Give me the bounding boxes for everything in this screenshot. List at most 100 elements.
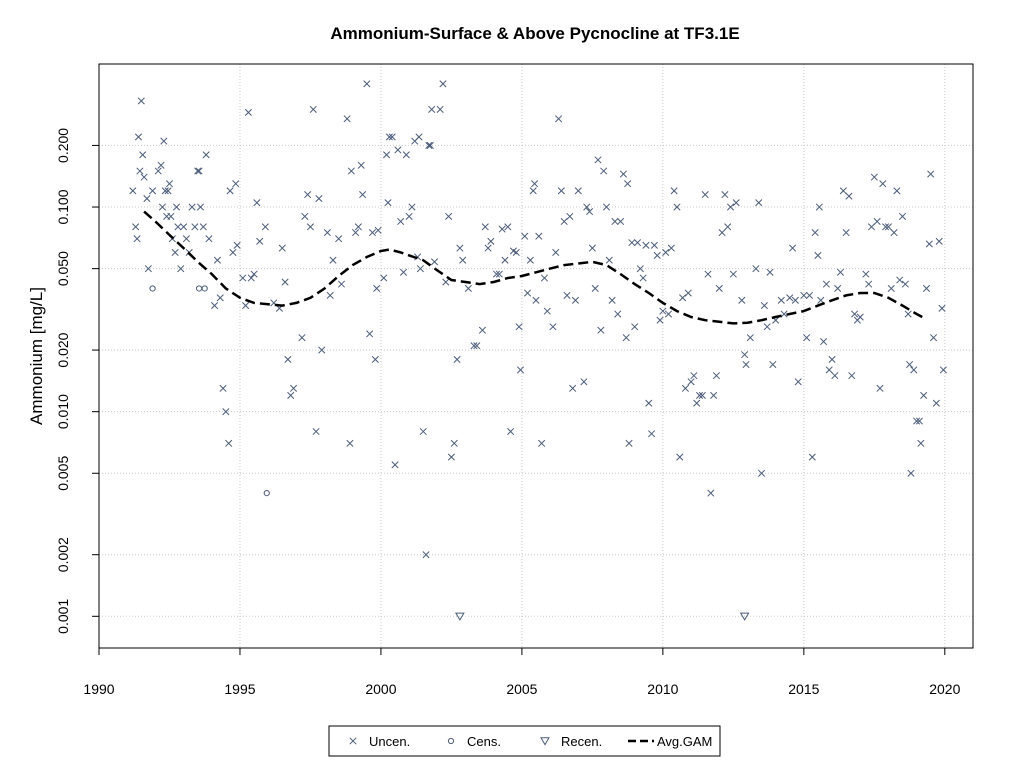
data-point-uncensored [298,334,306,342]
data-point-uncensored [639,274,647,282]
data-point-uncensored [315,195,323,203]
chart-title: Ammonium-Surface & Above Pycnocline at T… [330,24,739,43]
data-point-uncensored [507,427,515,436]
data-point-uncensored [811,229,819,237]
data-point-uncensored [583,203,591,211]
data-point-uncensored [167,212,175,220]
data-point-uncensored [304,191,312,199]
data-point-uncensored [540,274,549,282]
data-point-uncensored [693,399,701,407]
data-point-uncensored [416,265,424,273]
data-point-uncensored [608,296,616,304]
data-point-uncensored [571,296,580,304]
data-point-uncensored [250,270,258,278]
data-point-uncensored [698,391,706,400]
data-point-uncensored [625,439,633,447]
legend-recensored-icon [540,737,550,746]
data-point-uncensored [870,173,878,181]
data-point-uncensored [636,265,644,273]
data-point-uncensored [873,217,881,226]
data-point-uncensored [907,469,915,477]
data-point-uncensored [232,180,240,188]
data-point-uncensored [335,235,343,243]
data-point-uncensored [631,323,639,331]
data-point-uncensored [901,280,909,288]
data-point-uncensored [309,105,317,113]
data-point-uncensored [662,248,670,256]
data-point-uncensored [929,334,938,342]
data-point-uncensored [845,192,853,200]
data-point-uncensored [521,232,529,240]
data-point-uncensored [648,430,656,438]
legend-label: Cens. [467,734,501,749]
data-point-uncensored [196,203,205,211]
data-point-uncensored [673,203,681,211]
data-point-uncensored [535,232,543,240]
data-point-uncensored [549,323,557,331]
data-point-uncensored [205,235,213,243]
data-point-uncensored [820,338,828,346]
data-point-uncensored [164,187,172,195]
data-point-uncensored [856,313,864,321]
data-point-uncensored [707,489,715,497]
data-point-uncensored [216,294,224,302]
data-point-uncensored [836,268,845,276]
data-point-uncensored [752,265,760,273]
data-point-uncensored [498,225,506,233]
data-point-uncensored [839,187,847,195]
gam-trend-line [143,210,923,325]
data-point-uncensored [278,244,286,252]
data-point-uncensored [158,203,166,211]
data-point-uncensored [715,284,723,293]
data-point-uncensored [337,280,346,288]
data-point-uncensored [422,551,430,559]
data-point-uncensored [445,212,453,220]
data-point-uncensored [555,115,563,123]
data-point-uncensored [188,203,196,211]
legend-censored-icon [447,737,455,745]
x-tick-label: 2000 [365,681,396,697]
data-point-uncensored [755,199,763,207]
data-point-uncensored [137,97,145,105]
data-point-uncensored [591,284,599,293]
data-point-uncensored [932,399,940,407]
data-point-uncensored [746,334,754,342]
data-point-uncensored [650,241,658,249]
data-point-uncensored [512,248,520,256]
data-point-uncensored [456,244,464,252]
data-point-uncensored [538,439,546,447]
data-point-uncensored [225,439,233,447]
data-point-uncensored [157,161,165,169]
legend: Uncen. Cens. Recen. Avg.GAM [328,725,721,757]
data-point-uncensored [504,223,512,231]
data-point-uncensored [597,326,605,334]
data-point-uncensored [684,289,692,297]
data-point-uncensored [557,187,565,195]
data-point-uncensored [453,355,461,363]
data-point-censored [201,285,208,292]
data-point-uncensored [144,265,152,273]
legend-label: Uncen. [369,734,410,749]
data-point-uncensored [617,217,625,226]
x-tick-label: 2020 [929,681,960,697]
data-point-uncensored [165,180,174,188]
data-point-uncensored [828,355,836,363]
data-point-uncensored [363,80,371,88]
data-point-uncensored [346,439,354,447]
data-point-uncensored [887,284,895,293]
data-point-uncensored [786,294,794,302]
data-points [129,80,947,621]
data-point-uncensored [721,191,729,199]
data-point-recensored [739,612,750,621]
data-point-uncensored [459,256,467,264]
data-point-uncensored [642,241,650,249]
data-point-uncensored [439,80,447,88]
x-tick-label: 1990 [83,681,114,697]
data-point-uncensored [323,229,331,237]
data-point-uncensored [380,274,388,282]
x-tick-label: 2015 [788,681,819,697]
data-point-uncensored [531,180,539,188]
data-point-uncensored [679,294,687,302]
x-tick-label: 1995 [224,681,255,697]
data-point-uncensored [515,323,523,331]
